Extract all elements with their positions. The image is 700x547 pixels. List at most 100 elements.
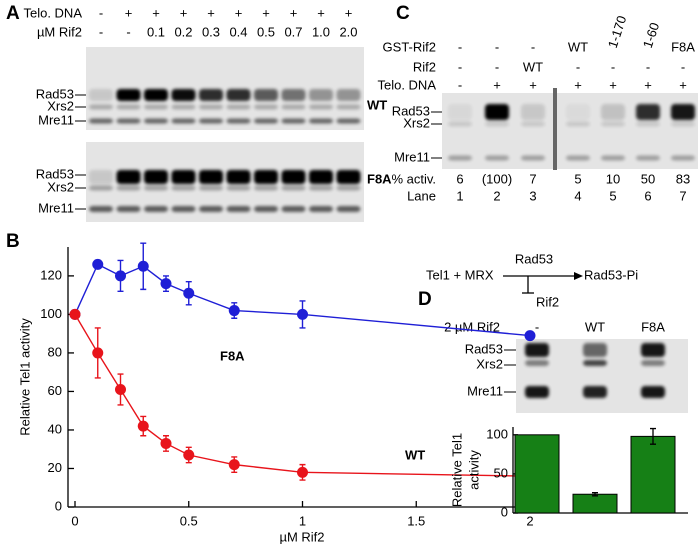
lane-header: 0.3 bbox=[202, 24, 220, 39]
y-tick-label: 60 bbox=[48, 383, 62, 398]
lane-header: + bbox=[125, 5, 133, 20]
lane-number: 4 bbox=[574, 188, 581, 203]
band-label: Mre11 bbox=[38, 200, 74, 215]
gel-band bbox=[226, 185, 251, 191]
lane-header: WT bbox=[568, 39, 588, 54]
row-label: Lane bbox=[407, 188, 436, 203]
activity-value: 5 bbox=[574, 171, 581, 186]
gel-band bbox=[566, 155, 590, 161]
gel-band bbox=[448, 121, 472, 127]
gel-band bbox=[525, 386, 549, 398]
gel-band bbox=[448, 104, 472, 120]
gel-band bbox=[116, 170, 141, 184]
scheme-text: Rif2 bbox=[536, 294, 559, 309]
lane-header: 0.1 bbox=[147, 24, 165, 39]
lane-header: + bbox=[609, 77, 617, 92]
lane-header: - bbox=[126, 24, 130, 39]
gel-band bbox=[199, 206, 223, 212]
gel-band bbox=[525, 343, 549, 357]
lane-header: + bbox=[644, 77, 652, 92]
y-tick-label: 80 bbox=[48, 344, 62, 359]
activity-value: 10 bbox=[606, 171, 620, 186]
lane-header: - bbox=[646, 59, 650, 74]
gel-band bbox=[89, 89, 113, 101]
lane-header: - bbox=[99, 5, 103, 20]
x-tick-label: 1.5 bbox=[407, 513, 425, 528]
gel-band bbox=[254, 89, 278, 101]
gel-band bbox=[281, 206, 306, 212]
lane-header: + bbox=[493, 77, 501, 92]
gel-band bbox=[583, 386, 607, 398]
band-label: Xrs2 bbox=[476, 356, 503, 371]
lane-header: 0.4 bbox=[229, 24, 247, 39]
lane-header: + bbox=[290, 5, 298, 20]
row-label: Rif2 bbox=[413, 59, 436, 74]
gel-band bbox=[281, 170, 306, 184]
y-tick-label: 50 bbox=[494, 465, 508, 480]
data-point bbox=[137, 420, 149, 432]
bar bbox=[572, 493, 618, 514]
gel-band bbox=[281, 118, 306, 124]
data-point bbox=[160, 437, 172, 449]
data-point bbox=[228, 305, 240, 317]
lane-header: - bbox=[611, 59, 615, 74]
lane-header: 0.5 bbox=[257, 24, 275, 39]
y-axis-label: Relative Tel1 activity bbox=[17, 318, 32, 436]
lane-header: - bbox=[99, 24, 103, 39]
gel-band bbox=[171, 104, 196, 110]
gel-band bbox=[336, 118, 361, 124]
band-label: Xrs2 bbox=[47, 98, 74, 113]
data-point bbox=[524, 330, 536, 342]
gel-band bbox=[116, 206, 141, 212]
gel-band bbox=[171, 118, 196, 124]
data-point bbox=[228, 459, 240, 471]
lane-number: 2 bbox=[493, 188, 500, 203]
gel-band bbox=[281, 185, 306, 191]
row-label: Telo. DNA bbox=[377, 77, 436, 92]
gel-band bbox=[144, 89, 168, 101]
gel-band bbox=[144, 185, 168, 191]
gel-band bbox=[448, 155, 472, 161]
gel-band bbox=[336, 104, 361, 110]
row-label: Telo. DNA bbox=[23, 5, 82, 20]
gel-band bbox=[671, 121, 695, 127]
gel-band bbox=[281, 104, 306, 110]
gel-band bbox=[336, 185, 361, 191]
gel bbox=[516, 339, 688, 413]
gel-band bbox=[199, 185, 223, 191]
panel-letter: B bbox=[6, 231, 20, 252]
data-point bbox=[115, 384, 126, 396]
lane-header: + bbox=[235, 5, 243, 20]
y-tick-label: 0 bbox=[55, 498, 62, 513]
activity-value: (100) bbox=[482, 171, 512, 186]
lane-header: - bbox=[495, 39, 499, 54]
lane-number: 5 bbox=[609, 188, 616, 203]
gel-band bbox=[309, 118, 333, 124]
gel-band bbox=[309, 170, 333, 184]
lane-header: 2.0 bbox=[339, 24, 357, 39]
gel-band bbox=[199, 89, 223, 101]
activity-value: 50 bbox=[641, 171, 655, 186]
gel-band bbox=[336, 89, 361, 101]
gel-band bbox=[89, 118, 113, 124]
y-tick-label: 0 bbox=[501, 504, 508, 519]
y-tick-label: 20 bbox=[48, 460, 62, 475]
lane-header: + bbox=[317, 5, 325, 20]
gel-band bbox=[485, 155, 509, 161]
gel-background bbox=[86, 47, 364, 130]
x-tick-label: 0 bbox=[71, 513, 78, 528]
panel-letter: A bbox=[6, 3, 20, 24]
gel-band bbox=[601, 104, 625, 120]
gel-band bbox=[636, 121, 660, 127]
gel-band bbox=[116, 118, 141, 124]
lane-header: - bbox=[535, 319, 539, 334]
y-tick-label: 100 bbox=[40, 306, 62, 321]
gel-band bbox=[199, 118, 223, 124]
gel-band bbox=[89, 185, 113, 191]
lane-header: + bbox=[679, 77, 687, 92]
row-label: 2 µM Rif2 bbox=[444, 319, 500, 334]
scheme-text: Rad53 bbox=[515, 251, 553, 266]
y-axis-label: Relative Tel1 bbox=[449, 433, 464, 507]
gel-band bbox=[171, 89, 196, 101]
